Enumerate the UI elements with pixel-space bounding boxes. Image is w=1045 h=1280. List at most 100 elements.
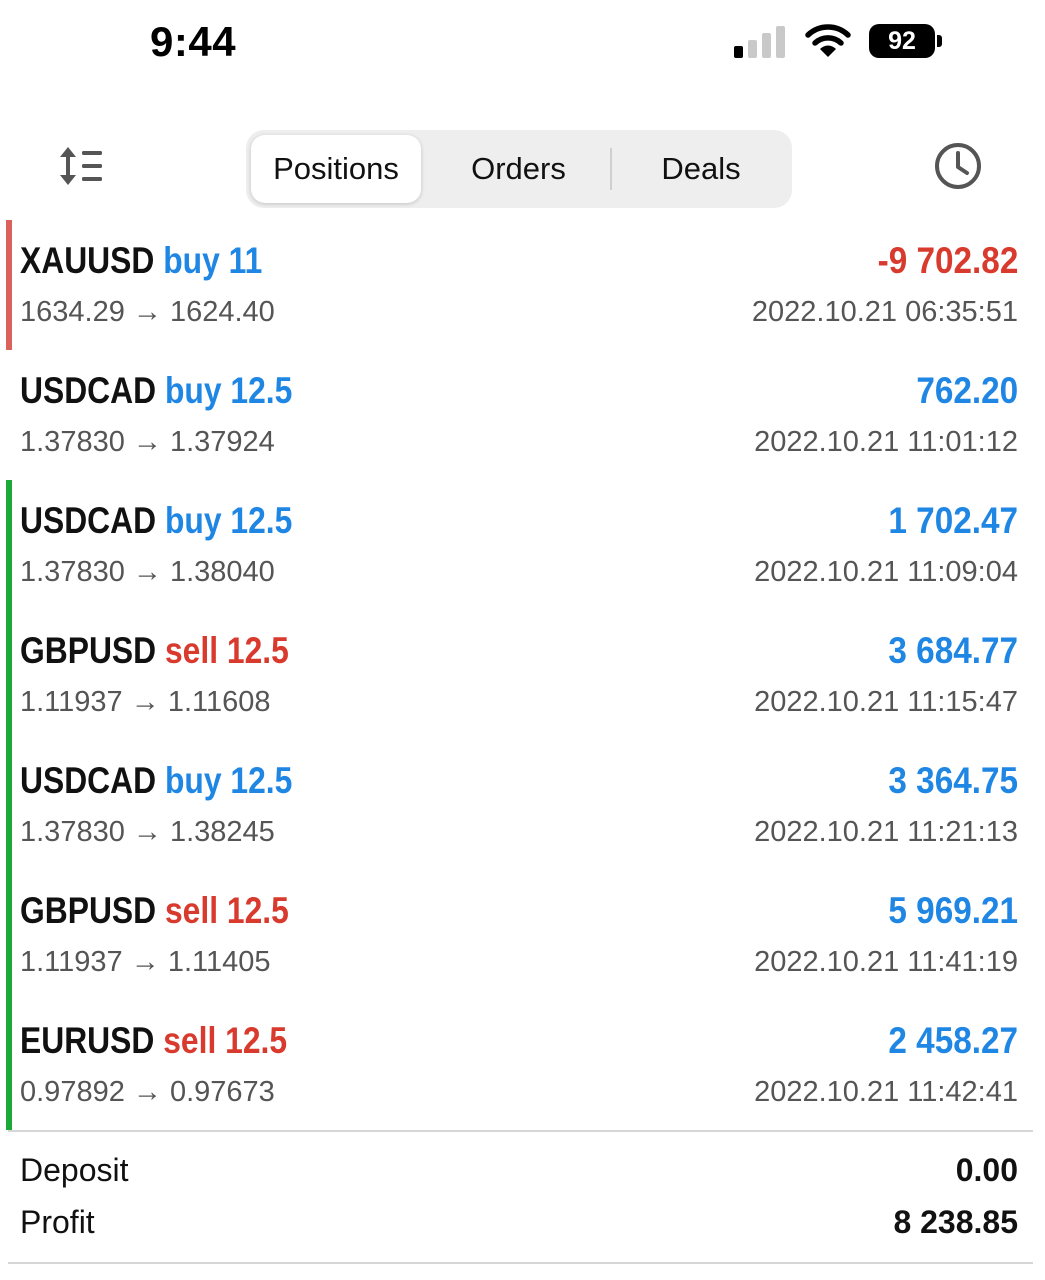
position-symbol-line: XAUUSD buy 11 bbox=[20, 240, 262, 282]
row-accent-bar bbox=[6, 740, 12, 870]
sort-icon[interactable] bbox=[56, 144, 106, 188]
position-symbol-line: USDCAD buy 12.5 bbox=[20, 370, 292, 412]
position-symbol: GBPUSD bbox=[20, 890, 157, 931]
position-prices: 1.37830 → 1.38040 bbox=[20, 556, 275, 589]
position-symbol: EURUSD bbox=[20, 1020, 155, 1061]
arrow-right-icon: → bbox=[132, 556, 162, 588]
current-price: 1.37924 bbox=[169, 426, 275, 458]
position-prices: 0.97892 → 0.97673 bbox=[20, 1076, 275, 1109]
wifi-icon bbox=[805, 24, 851, 57]
row-accent-bar bbox=[6, 480, 12, 610]
position-prices: 1.37830 → 1.38245 bbox=[20, 816, 275, 849]
position-symbol: USDCAD bbox=[20, 760, 157, 801]
position-profit: 2 458.27 bbox=[888, 1020, 1018, 1061]
profit-total-value: 8 238.85 bbox=[893, 1204, 1018, 1240]
deposit-value: 0.00 bbox=[955, 1152, 1018, 1188]
position-prices: 1.37830 → 1.37924 bbox=[20, 426, 275, 459]
position-symbol: XAUUSD bbox=[20, 240, 155, 281]
position-prices: 1.11937 → 1.11608 bbox=[20, 686, 271, 719]
tab-switcher: Positions Orders Deals bbox=[246, 130, 792, 208]
open-price: 1.11937 bbox=[20, 686, 123, 718]
profit-row: Profit 8 238.85 bbox=[20, 1204, 1018, 1254]
position-symbol-line: USDCAD buy 12.5 bbox=[20, 760, 292, 802]
position-volume: 12.5 bbox=[226, 630, 289, 671]
position-time: 2022.10.21 11:09:04 bbox=[754, 556, 1018, 588]
position-side: sell bbox=[164, 890, 219, 931]
row-accent-bar bbox=[6, 220, 12, 350]
open-price: 1.37830 bbox=[20, 556, 125, 588]
position-row[interactable]: USDCAD buy 12.5 1.37830 → 1.38040 1 702.47… bbox=[0, 480, 1045, 610]
position-volume: 12.5 bbox=[230, 370, 293, 411]
battery-nub bbox=[937, 35, 942, 47]
open-price: 1.11937 bbox=[20, 946, 123, 978]
position-time: 2022.10.21 11:42:41 bbox=[754, 1076, 1018, 1108]
bottom-divider bbox=[8, 1262, 1033, 1264]
position-prices: 1634.29 → 1624.40 bbox=[20, 296, 275, 329]
position-side: buy bbox=[164, 500, 222, 541]
open-price: 1.37830 bbox=[20, 816, 125, 848]
open-price: 1.37830 bbox=[20, 426, 125, 458]
current-price: 1.11405 bbox=[167, 946, 271, 978]
position-volume: 12.5 bbox=[226, 890, 289, 931]
toolbar: Positions Orders Deals bbox=[0, 120, 1045, 220]
position-prices: 1.11937 → 1.11405 bbox=[20, 946, 271, 979]
tab-deals[interactable]: Deals bbox=[661, 151, 741, 186]
profit-label: Profit bbox=[20, 1204, 95, 1240]
position-symbol: USDCAD bbox=[20, 370, 157, 411]
positions-list: XAUUSD buy 11 1634.29 → 1624.40 -9 702.82 2… bbox=[0, 220, 1045, 1130]
position-volume: 11 bbox=[228, 240, 263, 281]
position-profit: 3 364.75 bbox=[888, 760, 1018, 801]
tab-orders[interactable]: Orders bbox=[471, 151, 566, 186]
position-side: buy bbox=[164, 760, 222, 801]
current-price: 1624.40 bbox=[169, 296, 275, 328]
open-price: 0.97892 bbox=[20, 1076, 125, 1108]
summary-divider bbox=[8, 1130, 1033, 1132]
position-time: 2022.10.21 11:41:19 bbox=[754, 946, 1018, 978]
position-row[interactable]: GBPUSD sell 12.5 1.11937 → 1.11405 5 969.2… bbox=[0, 870, 1045, 1000]
position-side: buy bbox=[164, 370, 222, 411]
current-price: 1.38040 bbox=[169, 556, 275, 588]
position-side: sell bbox=[163, 1020, 217, 1061]
clock-history-icon[interactable] bbox=[932, 140, 984, 192]
position-profit: -9 702.82 bbox=[877, 240, 1018, 281]
current-price: 1.38245 bbox=[169, 816, 275, 848]
position-profit: 762.20 bbox=[916, 370, 1018, 411]
position-profit: 5 969.21 bbox=[888, 890, 1018, 931]
deposit-label: Deposit bbox=[20, 1152, 129, 1188]
arrow-right-icon: → bbox=[132, 1076, 162, 1108]
position-row[interactable]: XAUUSD buy 11 1634.29 → 1624.40 -9 702.82 2… bbox=[0, 220, 1045, 350]
current-price: 1.11608 bbox=[167, 686, 271, 718]
position-row[interactable]: GBPUSD sell 12.5 1.11937 → 1.11608 3 684.7… bbox=[0, 610, 1045, 740]
row-accent-bar bbox=[6, 1000, 12, 1130]
tab-positions[interactable]: Positions bbox=[251, 135, 421, 203]
current-price: 0.97673 bbox=[169, 1076, 275, 1108]
position-volume: 12.5 bbox=[230, 500, 293, 541]
cellular-signal-icon bbox=[734, 24, 790, 58]
position-volume: 12.5 bbox=[230, 760, 293, 801]
position-volume: 12.5 bbox=[225, 1020, 288, 1061]
arrow-right-icon: → bbox=[130, 946, 160, 978]
position-profit: 3 684.77 bbox=[888, 630, 1018, 671]
open-price: 1634.29 bbox=[20, 296, 125, 328]
arrow-right-icon: → bbox=[132, 426, 162, 458]
status-time: 9:44 bbox=[150, 18, 237, 65]
position-symbol: GBPUSD bbox=[20, 630, 157, 671]
row-accent-bar bbox=[6, 870, 12, 1000]
position-symbol: USDCAD bbox=[20, 500, 157, 541]
position-row[interactable]: USDCAD buy 12.5 1.37830 → 1.37924 762.20 20… bbox=[0, 350, 1045, 480]
position-symbol-line: GBPUSD sell 12.5 bbox=[20, 630, 289, 672]
arrow-right-icon: → bbox=[132, 296, 162, 328]
position-time: 2022.10.21 06:35:51 bbox=[751, 296, 1018, 328]
position-row[interactable]: EURUSD sell 12.5 0.97892 → 0.97673 2 458.2… bbox=[0, 1000, 1045, 1130]
arrow-right-icon: → bbox=[132, 816, 162, 848]
tab-divider bbox=[610, 148, 612, 190]
position-row[interactable]: USDCAD buy 12.5 1.37830 → 1.38245 3 364.75… bbox=[0, 740, 1045, 870]
position-time: 2022.10.21 11:01:12 bbox=[754, 426, 1018, 458]
battery-indicator: 92 bbox=[869, 24, 935, 58]
position-side: buy bbox=[163, 240, 220, 281]
position-side: sell bbox=[164, 630, 219, 671]
position-symbol-line: USDCAD buy 12.5 bbox=[20, 500, 292, 542]
position-profit: 1 702.47 bbox=[888, 500, 1018, 541]
status-bar: 9:44 92 bbox=[0, 0, 1045, 90]
position-symbol-line: EURUSD sell 12.5 bbox=[20, 1020, 287, 1062]
